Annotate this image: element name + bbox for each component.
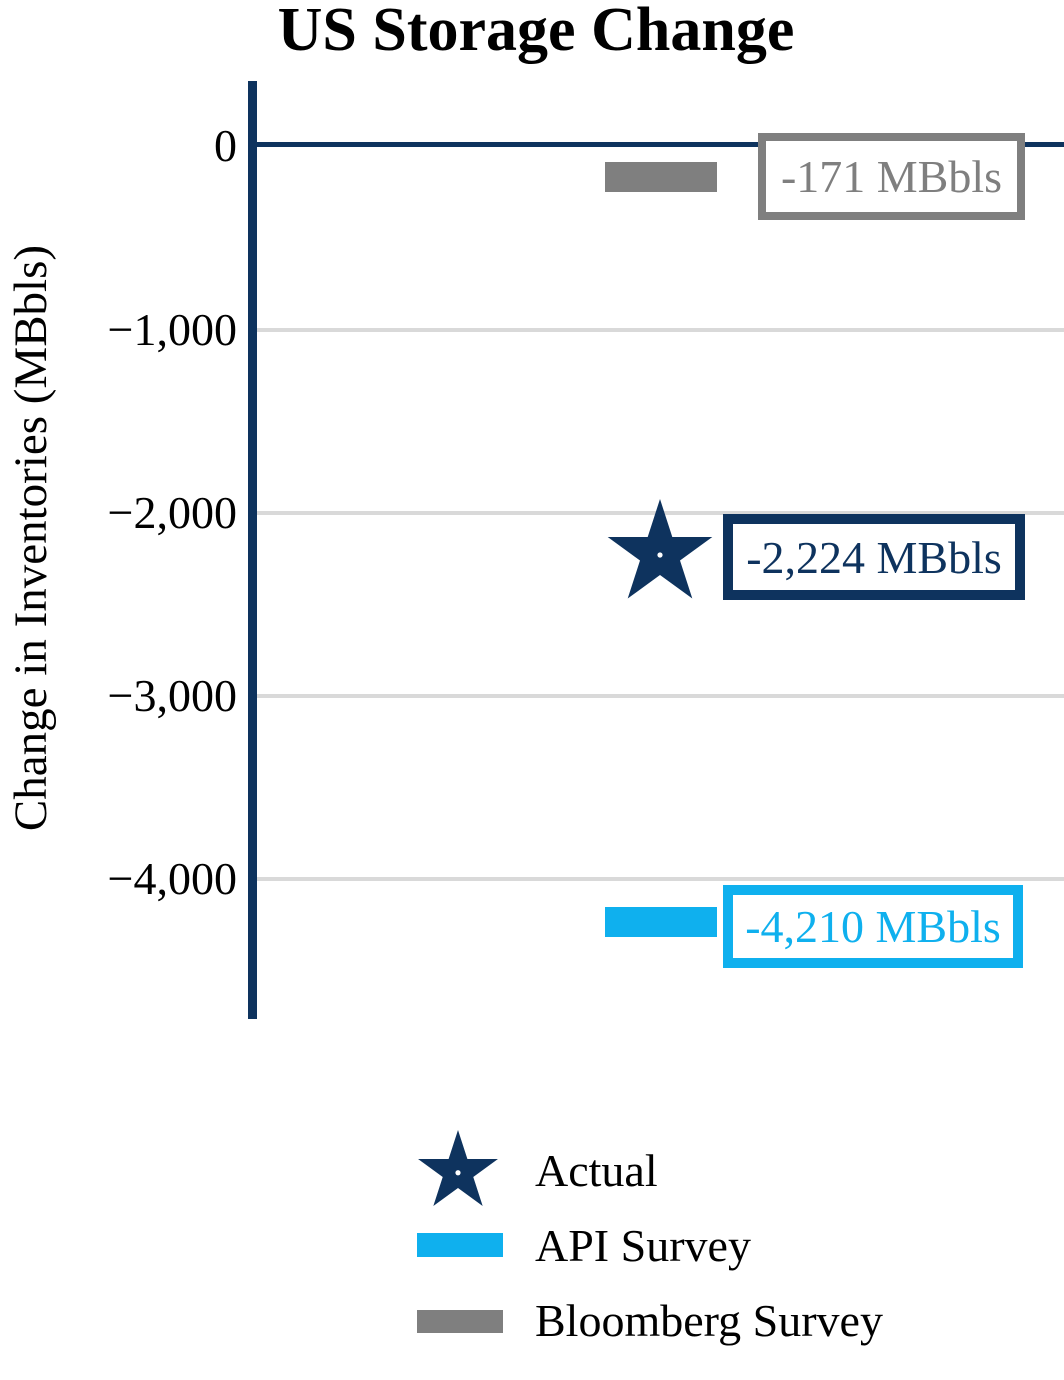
bloomberg-value-label: -171 MBbls: [758, 133, 1025, 220]
zero-baseline: [257, 142, 1064, 147]
y-tick-minus-3000: −3,000: [107, 670, 237, 721]
legend-star-icon: [418, 1130, 498, 1206]
actual-star-marker: [607, 499, 713, 599]
bloomberg-survey-bar: [605, 162, 717, 192]
y-tick-0: 0: [214, 120, 237, 171]
y-axis-label: Change in Inventories (MBbls): [5, 244, 57, 832]
gridline-minus-3000: [257, 694, 1064, 698]
bloomberg-value-text: -171 MBbls: [780, 151, 1003, 202]
api-survey-bar: [605, 907, 717, 937]
actual-value-text: -2,224 MBbls: [746, 531, 1002, 583]
api-value-label: -4,210 MBbls: [723, 885, 1023, 968]
y-axis-spine: [248, 81, 257, 1019]
legend-label-bloomberg-survey: Bloomberg Survey: [535, 1295, 883, 1346]
chart-title: US Storage Change: [277, 0, 795, 64]
legend-label-actual: Actual: [535, 1145, 658, 1196]
legend-bloomberg-swatch-icon: [417, 1310, 503, 1333]
legend-api-swatch-icon: [417, 1233, 503, 1257]
y-tick-minus-4000: −4,000: [107, 853, 237, 904]
gridline-minus-4000: [257, 877, 1064, 881]
gridline-minus-1000: [257, 328, 1064, 332]
y-tick-minus-1000: −1,000: [107, 304, 237, 355]
actual-value-label: -2,224 MBbls: [723, 514, 1025, 600]
y-tick-minus-2000: −2,000: [107, 487, 237, 538]
api-value-text: -4,210 MBbls: [745, 901, 1001, 952]
legend-label-api-survey: API Survey: [535, 1220, 751, 1271]
